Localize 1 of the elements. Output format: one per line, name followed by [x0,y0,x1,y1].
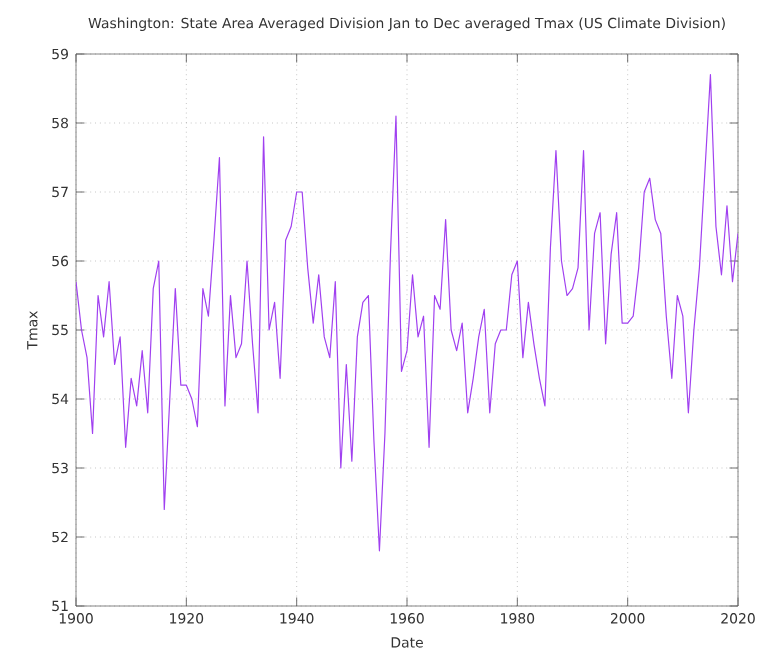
line-series [76,74,739,552]
